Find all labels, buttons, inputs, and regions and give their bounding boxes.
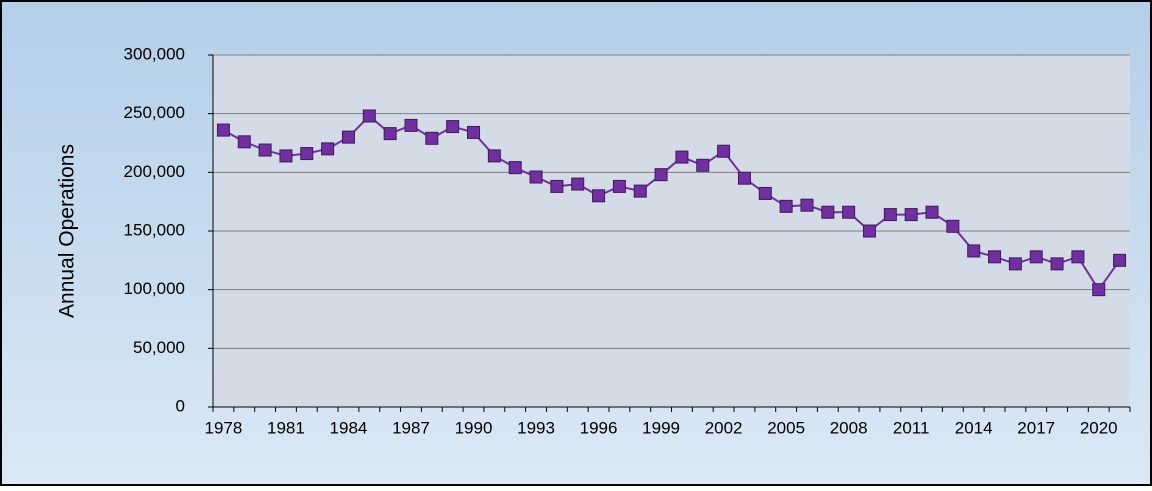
- data-point: [216, 123, 230, 137]
- data-point: [300, 147, 314, 161]
- data-point: [717, 144, 731, 158]
- x-tick-label: 2008: [830, 418, 868, 437]
- data-point: [1029, 250, 1043, 264]
- data-point: [758, 186, 772, 200]
- data-point: [654, 168, 668, 182]
- data-point: [988, 250, 1002, 264]
- x-tick-label: 2020: [1080, 418, 1118, 437]
- y-tick-label: 0: [176, 396, 185, 415]
- data-point: [1008, 257, 1022, 271]
- x-tick-label: 1987: [392, 418, 430, 437]
- data-point: [258, 143, 272, 157]
- x-tick-label: 1993: [517, 418, 555, 437]
- data-point: [425, 131, 439, 145]
- data-point: [737, 171, 751, 185]
- data-point: [821, 205, 835, 219]
- data-point: [925, 205, 939, 219]
- y-axis-title: Annual Operations: [56, 144, 79, 318]
- data-point: [1113, 253, 1127, 267]
- y-tick-label: 150,000: [124, 220, 185, 239]
- x-tick-label: 2014: [955, 418, 993, 437]
- data-point: [675, 150, 689, 164]
- x-tick-label: 2011: [893, 418, 930, 437]
- data-point: [571, 177, 585, 191]
- x-tick-label: 2005: [767, 418, 805, 437]
- data-point: [508, 161, 522, 175]
- data-point: [487, 149, 501, 163]
- data-point: [1050, 257, 1064, 271]
- x-tick-label: 1984: [330, 418, 368, 437]
- data-point: [904, 208, 918, 222]
- data-point: [946, 219, 960, 233]
- data-point: [383, 127, 397, 141]
- data-point: [550, 179, 564, 193]
- data-point: [696, 158, 710, 172]
- x-tick-label: 2017: [1017, 418, 1055, 437]
- data-point: [1092, 283, 1106, 297]
- data-point: [779, 199, 793, 213]
- data-point: [1071, 250, 1085, 264]
- x-tick-label: 1999: [642, 418, 680, 437]
- data-point: [446, 120, 460, 134]
- data-point: [967, 244, 981, 258]
- data-point: [529, 170, 543, 184]
- data-point: [467, 125, 481, 139]
- y-tick-label: 200,000: [124, 162, 185, 181]
- data-point: [341, 130, 355, 144]
- data-point: [883, 208, 897, 222]
- y-tick-label: 100,000: [124, 279, 185, 298]
- y-tick-label: 300,000: [124, 44, 185, 63]
- data-point: [362, 109, 376, 123]
- data-point: [321, 142, 335, 156]
- data-point: [237, 135, 251, 149]
- x-tick-label: 1978: [205, 418, 243, 437]
- data-point: [842, 205, 856, 219]
- y-tick-label: 250,000: [124, 103, 185, 122]
- data-point: [633, 184, 647, 198]
- x-tick-label: 1990: [455, 418, 493, 437]
- data-point: [800, 198, 814, 212]
- data-point: [404, 118, 418, 132]
- x-tick-label: 1996: [580, 418, 618, 437]
- data-point: [612, 179, 626, 193]
- y-tick-label: 50,000: [133, 338, 185, 357]
- data-point: [592, 189, 606, 203]
- data-point: [862, 224, 876, 238]
- x-tick-label: 2002: [705, 418, 743, 437]
- x-tick-label: 1981: [267, 418, 305, 437]
- data-point: [279, 149, 293, 163]
